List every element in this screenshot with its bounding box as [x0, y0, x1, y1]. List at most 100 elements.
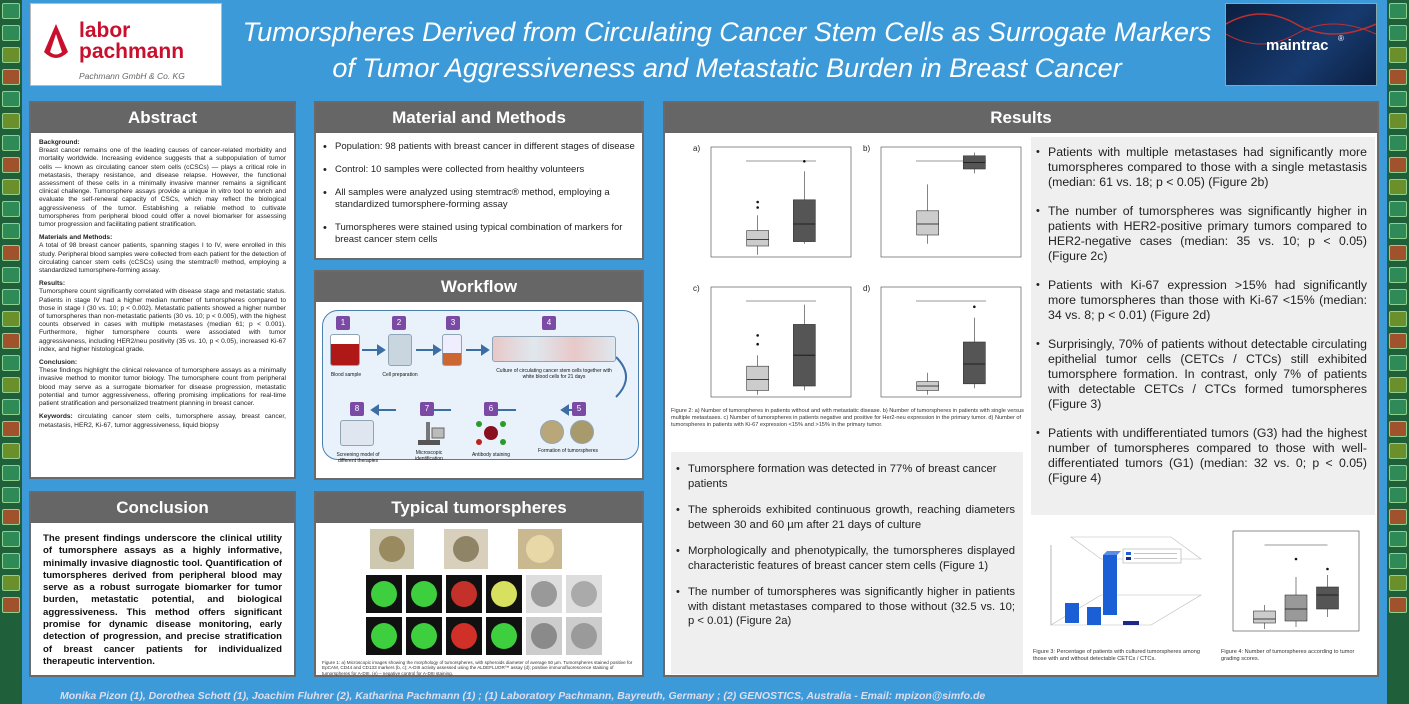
strip-thumbnail	[1389, 245, 1407, 261]
tube-image	[442, 334, 462, 366]
poster-title: Tumorspheres Derived from Circulating Ca…	[242, 17, 1212, 83]
strip-thumbnail	[2, 223, 20, 239]
strip-thumbnail	[2, 113, 20, 129]
panel-label: a)	[693, 144, 700, 153]
strip-thumbnail	[1389, 487, 1407, 503]
outlier-point	[756, 342, 759, 346]
right-image-strip	[1387, 0, 1409, 704]
left-image-strip	[0, 0, 22, 704]
workflow-panel: Workflow 1 Blood sample 2 Cell preparati…	[314, 270, 644, 480]
outlier-point	[803, 160, 806, 163]
abstract-background: Breast cancer remains one of the leading…	[39, 147, 286, 229]
strip-thumbnail	[1389, 575, 1407, 591]
plot-frame	[710, 146, 852, 258]
workflow-step-label: Culture of circulating cancer stem cells…	[496, 368, 612, 380]
workflow-step-number: 7	[420, 402, 434, 416]
strip-thumbnail	[2, 333, 20, 349]
strip-thumbnail	[2, 47, 20, 63]
strip-thumbnail	[2, 69, 20, 85]
strip-thumbnail	[2, 157, 20, 173]
box	[1253, 610, 1276, 624]
outlier-point	[973, 305, 976, 309]
result-item: Patients with Ki-67 expression >15% had …	[1031, 278, 1367, 323]
box	[916, 210, 939, 236]
methods-item: All samples were analyzed using stemtrac…	[318, 187, 636, 211]
outlier-point	[1326, 567, 1329, 571]
workflow-step-number: 1	[336, 316, 350, 330]
strip-thumbnail	[1389, 113, 1407, 129]
strip-thumbnail	[1389, 311, 1407, 327]
maintrac-logo: maintrac ®	[1225, 3, 1377, 86]
strip-thumbnail	[2, 421, 20, 437]
plot-frame	[880, 146, 1022, 258]
strip-thumbnail	[1389, 201, 1407, 217]
logo-text-line1: labor	[79, 19, 131, 42]
strip-thumbnail	[2, 377, 20, 393]
outlier-point	[756, 334, 759, 337]
strip-thumbnail	[2, 531, 20, 547]
abstract-methods: A total of 98 breast cancer patients, sp…	[39, 242, 286, 275]
workflow-heading: Workflow	[316, 272, 642, 302]
strip-thumbnail	[1389, 553, 1407, 569]
fig3-bar	[1103, 555, 1117, 615]
strip-thumbnail	[2, 553, 20, 569]
strip-thumbnail	[2, 575, 20, 591]
figure4-caption: Figure 4: Number of tumorspheres accordi…	[1221, 649, 1355, 662]
box	[1316, 586, 1339, 610]
strip-thumbnail	[2, 201, 20, 217]
conclusion-heading: Conclusion	[31, 493, 294, 523]
box	[746, 230, 769, 247]
box	[746, 365, 769, 391]
workflow-step-label: Microscopic identification	[415, 450, 443, 462]
strip-thumbnail	[1389, 25, 1407, 41]
results-right-findings: Patients with multiple metastases had si…	[1031, 137, 1375, 515]
antibody-icon	[476, 421, 506, 445]
strip-thumbnail	[1389, 465, 1407, 481]
strip-thumbnail	[2, 487, 20, 503]
workflow-step-number: 4	[542, 316, 556, 330]
figure1-caption: Figure 1: a) Microscopic images showing …	[322, 660, 633, 676]
result-item: Surprisingly, 70% of patients without de…	[1031, 337, 1367, 412]
strip-thumbnail	[2, 267, 20, 283]
dna-helix-icon	[1226, 13, 1376, 45]
workflow-step-label: Antibody staining	[471, 452, 511, 458]
panel-label: d)	[863, 284, 870, 293]
box	[1284, 594, 1308, 622]
methods-item: Population: 98 patients with breast canc…	[318, 141, 636, 153]
logo-subtext: Pachmann GmbH & Co. KG	[79, 71, 185, 81]
outlier-point	[756, 206, 759, 209]
strip-thumbnail	[1389, 289, 1407, 305]
methods-list: Population: 98 patients with breast canc…	[316, 133, 642, 246]
strip-thumbnail	[2, 597, 20, 613]
results-heading: Results	[665, 103, 1377, 133]
abstract-conclusion: These findings highlight the clinical re…	[39, 367, 286, 408]
strip-thumbnail	[1389, 377, 1407, 393]
microscope-icon	[418, 422, 445, 445]
box	[963, 341, 986, 385]
result-item: The spheroids exhibited continuous growt…	[671, 503, 1015, 532]
abstract-panel: Abstract Background: Breast cancer remai…	[29, 101, 296, 479]
outlier-point	[1294, 557, 1298, 561]
methods-item: Tumorspheres were stained using typical …	[318, 222, 636, 246]
strip-thumbnail	[2, 179, 20, 195]
strip-thumbnail	[1389, 355, 1407, 371]
strip-thumbnail	[2, 3, 20, 19]
outlier-point	[756, 200, 759, 204]
workflow-step-number: 6	[484, 402, 498, 416]
strip-thumbnail	[1389, 223, 1407, 239]
abstract-conclusion-label: Conclusion:	[39, 359, 78, 367]
workflow-step-number: 8	[350, 402, 364, 416]
abstract-keywords: circulating cancer stem cells, tumorsphe…	[39, 413, 286, 429]
strip-thumbnail	[1389, 399, 1407, 415]
results-left-findings: Tumorsphere formation was detected in 77…	[671, 452, 1023, 674]
tumorsphere-image	[540, 420, 564, 444]
culture-flasks-image	[492, 336, 616, 362]
strip-thumbnail	[1389, 531, 1407, 547]
tumorsphere-micrographs	[366, 529, 602, 655]
strip-thumbnail	[2, 311, 20, 327]
fig3-bar	[1087, 607, 1101, 625]
drop-logo-icon	[44, 24, 68, 58]
methods-panel: Material and Methods Population: 98 pati…	[314, 101, 644, 260]
typical-tumorspheres-heading: Typical tumorspheres	[316, 493, 642, 523]
strip-thumbnail	[2, 91, 20, 107]
